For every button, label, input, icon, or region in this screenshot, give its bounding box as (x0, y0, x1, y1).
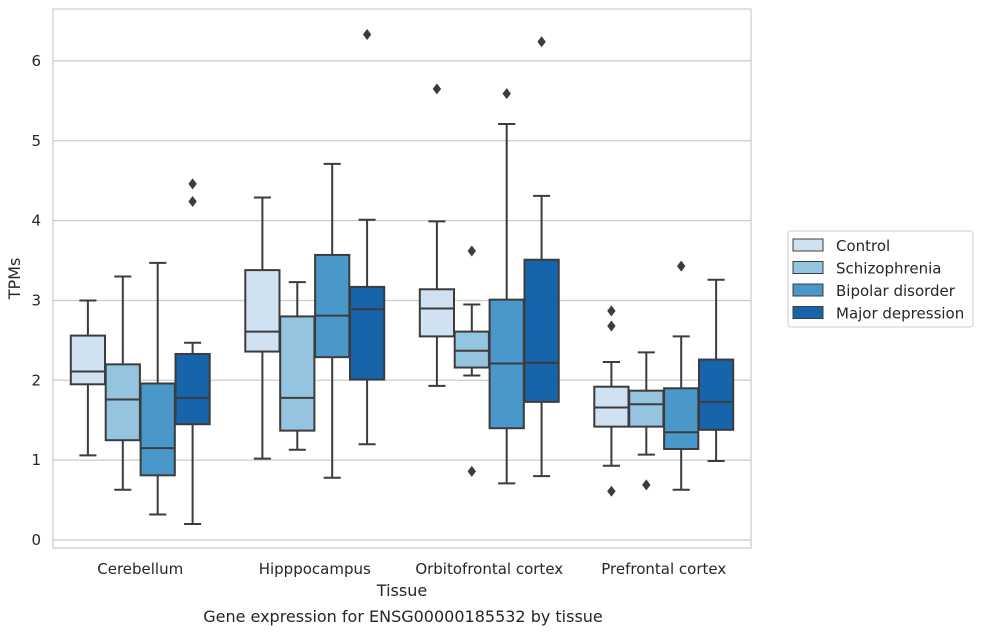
outlier-point (677, 260, 686, 272)
box (139, 382, 176, 477)
box-1-0 (244, 196, 281, 460)
x-tick-label: Cerebellum (97, 560, 183, 578)
y-tick-label: 0 (31, 531, 41, 549)
box (69, 334, 107, 386)
chart-title: Gene expression for ENSG00000185532 by t… (203, 607, 603, 626)
x-tick-label: Hipppocampus (259, 560, 371, 578)
y-axis-label: TPMs (5, 258, 24, 301)
legend-swatch (792, 261, 824, 274)
box (453, 330, 490, 369)
legend-frame (787, 230, 974, 328)
outlier-point (467, 245, 476, 257)
y-tick-label: 5 (31, 132, 41, 150)
x-tick-label: Prefrontal cortex (601, 560, 726, 578)
box (104, 363, 141, 442)
legend-label: Schizophrenia (836, 260, 941, 278)
legend-swatch (792, 283, 824, 297)
outlier-point (607, 485, 616, 497)
legend: Control Schizophrenia Bipolar disorder Majo… (787, 230, 974, 328)
box (418, 288, 456, 338)
y-tick-label: 4 (31, 212, 41, 230)
box (314, 253, 351, 359)
box-2-3 (523, 36, 560, 478)
box-groups (69, 29, 735, 526)
outlier-point (607, 305, 616, 317)
legend-label: Control (836, 237, 890, 255)
box (174, 352, 211, 426)
outlier-point (188, 178, 197, 190)
box (348, 285, 386, 381)
legend-label: Bipolar disorder (836, 282, 956, 300)
box (279, 315, 316, 432)
box-1-3 (348, 29, 386, 446)
plot-frame (52, 8, 752, 549)
box-2-0 (418, 83, 456, 387)
box (523, 258, 560, 403)
box-0-2 (139, 261, 176, 516)
x-axis-label: Tissue (376, 581, 427, 600)
box-2-2 (488, 88, 525, 485)
box-3-2 (663, 260, 700, 491)
box (663, 387, 700, 450)
legend-swatch (792, 238, 824, 252)
box-0-1 (104, 275, 141, 491)
box-0-3 (174, 178, 211, 526)
outlier-point (502, 88, 511, 100)
y-tick-label: 2 (31, 371, 41, 389)
y-tick-label: 3 (31, 291, 41, 309)
outlier-point (607, 320, 616, 332)
legend-label: Major depression (836, 305, 964, 323)
box-3-3 (697, 278, 735, 462)
legend-swatch (792, 306, 824, 319)
outlier-point (362, 29, 372, 41)
outlier-point (537, 36, 546, 48)
outlier-point (188, 195, 197, 207)
box (244, 269, 281, 353)
box (697, 358, 735, 431)
outlier-point (432, 83, 442, 95)
box-0-0 (69, 299, 107, 457)
x-tick-label: Orbitofrontal cortex (415, 560, 563, 578)
y-axis: 0 1 2 3 4 5 6 (31, 52, 41, 549)
y-tick-label: 6 (31, 52, 41, 70)
y-tick-label: 1 (31, 451, 41, 469)
outlier-point (642, 479, 651, 491)
x-axis: Cerebellum Hipppocampus Orbitofrontal cort… (97, 560, 726, 578)
outlier-point (467, 465, 476, 477)
box-1-1 (279, 281, 316, 451)
box (628, 389, 665, 428)
